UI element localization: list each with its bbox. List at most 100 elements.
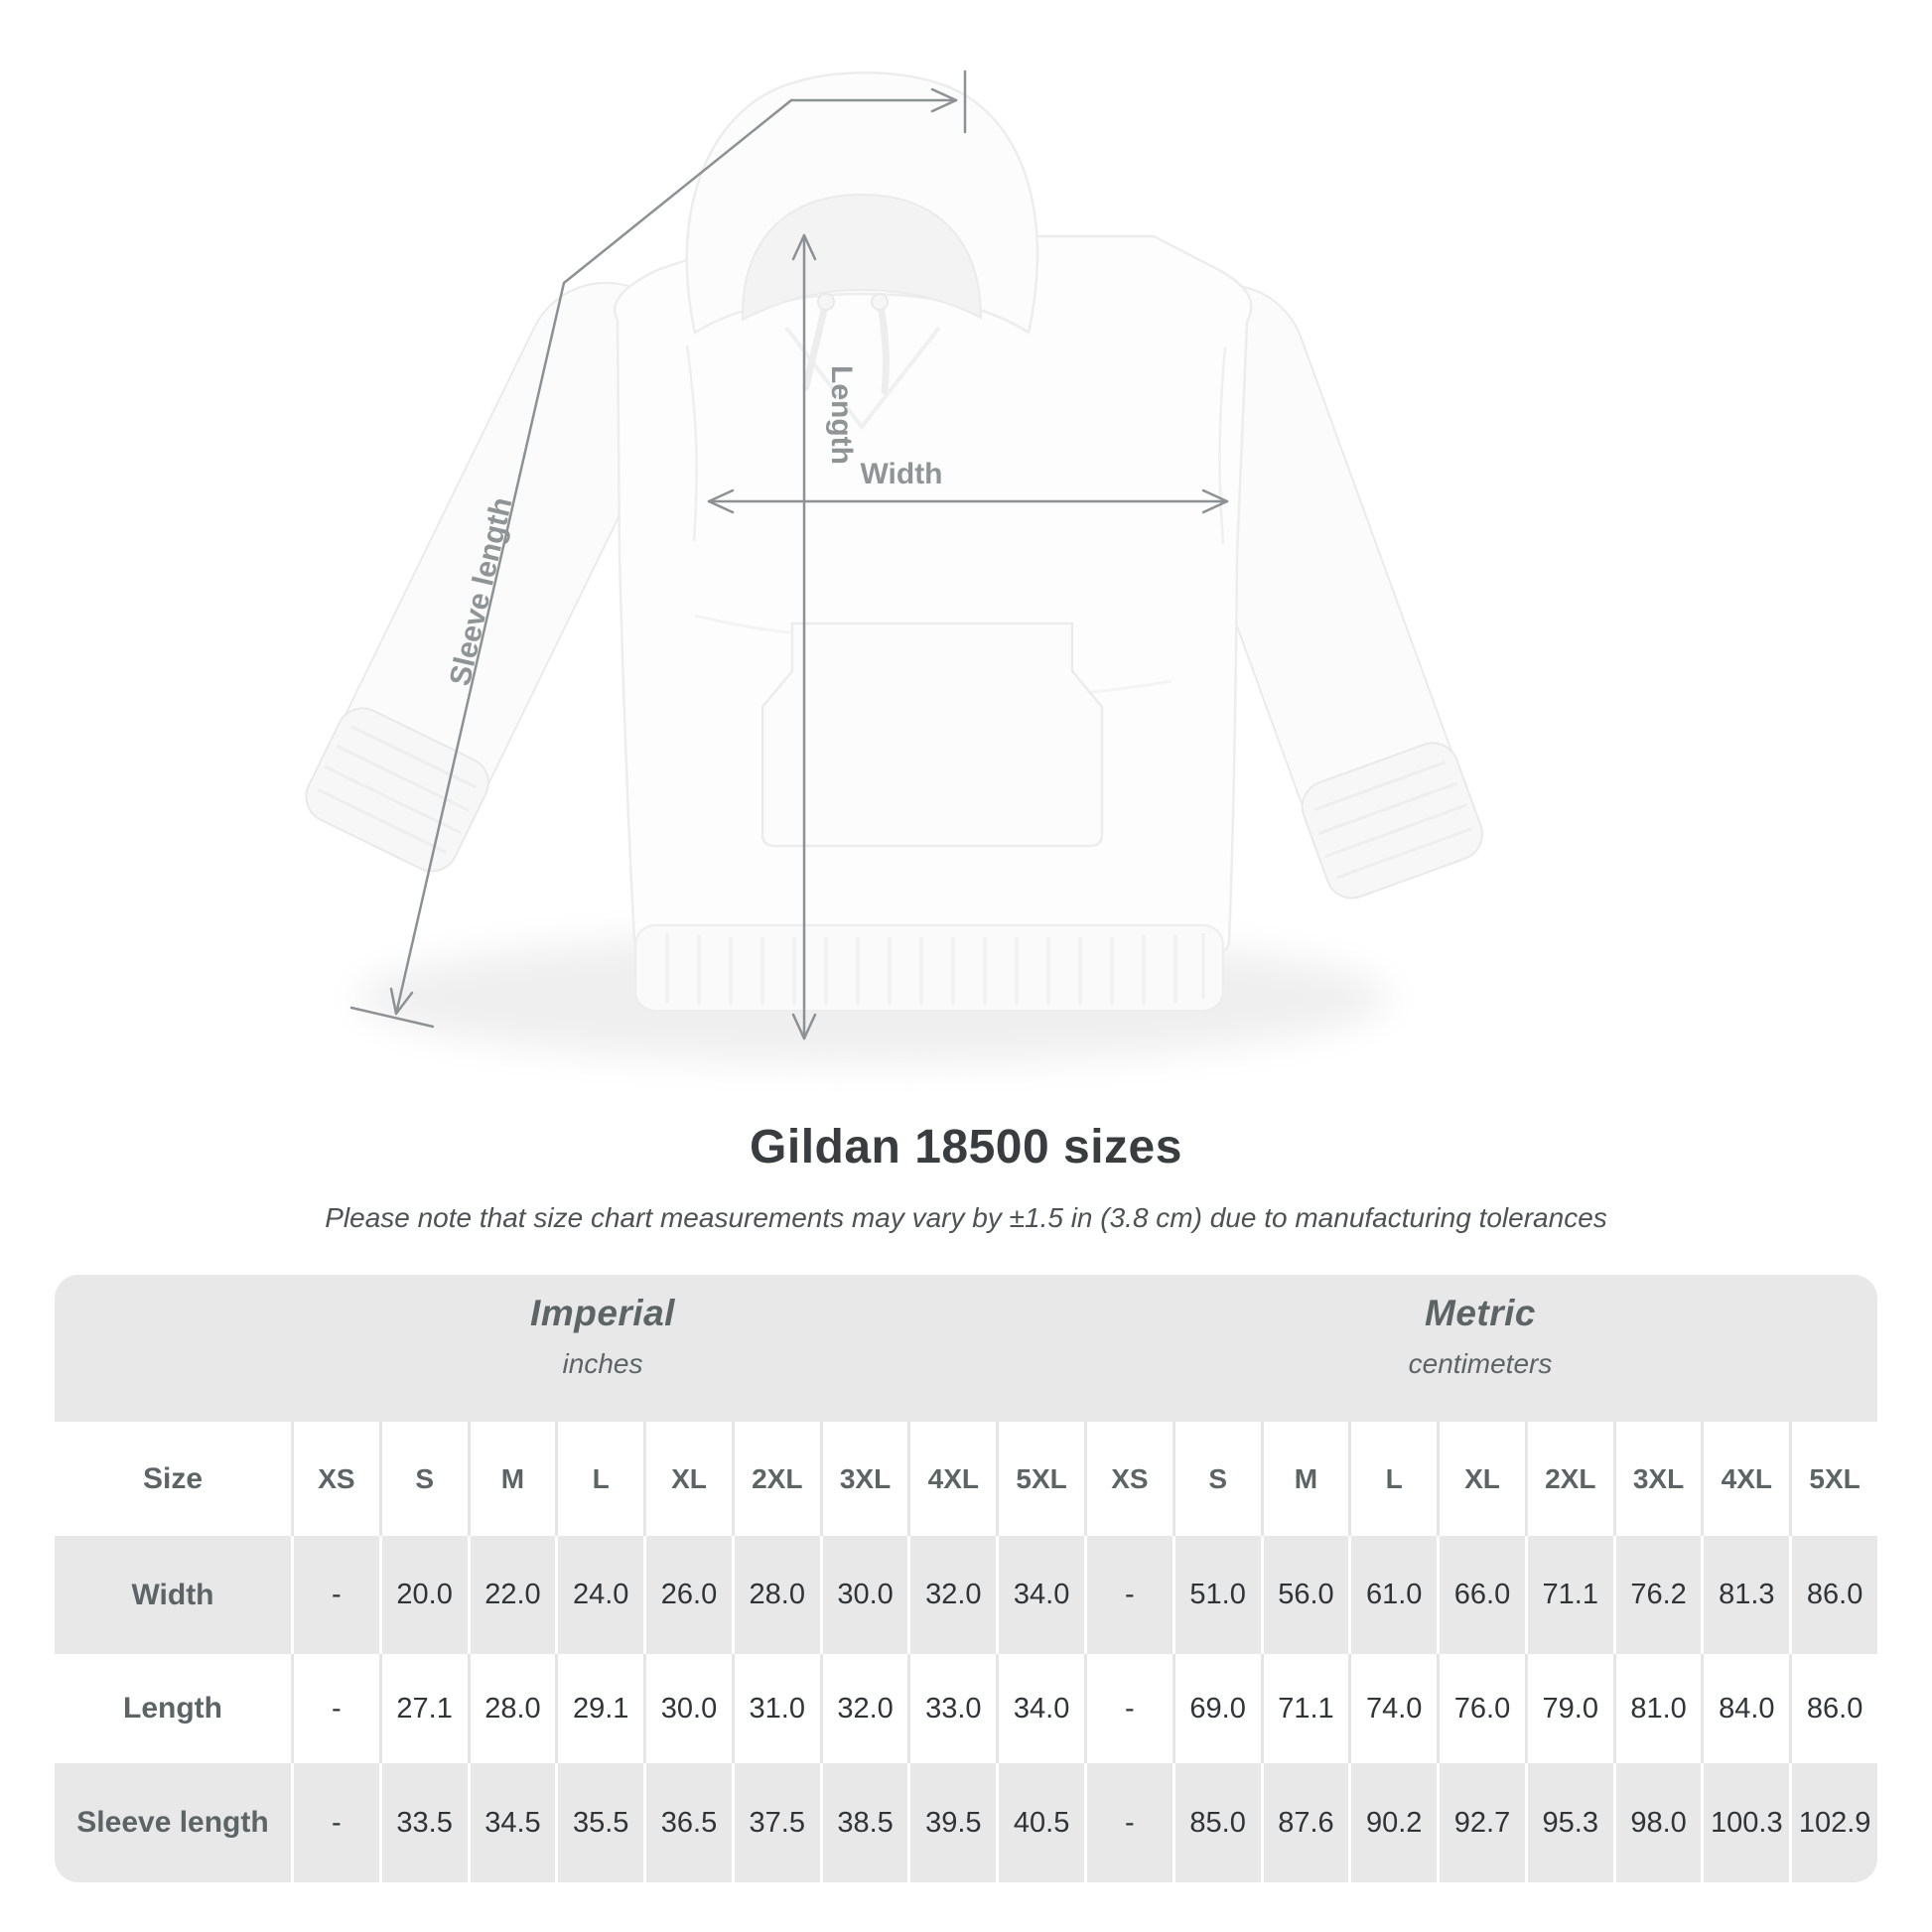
value-cell: 40.5 [996, 1763, 1084, 1882]
value-cell: 22.0 [467, 1536, 556, 1654]
size-col-header: 5XL [996, 1422, 1084, 1536]
value-cell: 37.5 [731, 1763, 820, 1882]
value-cell: - [1084, 1654, 1173, 1763]
size-header-cell: Size [142, 1461, 204, 1495]
page-title: Gildan 18500 sizes [750, 1121, 1182, 1173]
value-cell: 69.0 [1172, 1654, 1261, 1763]
imperial-unit: inches [562, 1348, 643, 1379]
value-cell: - [1084, 1536, 1173, 1654]
value-cell: - [291, 1763, 379, 1882]
length-measure-label: Length [825, 365, 858, 465]
value-cell: 34.5 [467, 1763, 556, 1882]
value-cell: 92.7 [1437, 1763, 1525, 1882]
size-col-header: L [1348, 1422, 1437, 1536]
size-col-header: S [378, 1422, 468, 1536]
hoodie-pocket [760, 621, 1104, 848]
value-cell: 20.0 [378, 1536, 468, 1654]
value-cell: 36.5 [643, 1763, 732, 1882]
size-table: Imperial inches Metric centimeters Size … [55, 1275, 1877, 1882]
value-cell: 39.5 [907, 1763, 996, 1882]
value-cell: - [291, 1654, 379, 1763]
value-cell: 34.0 [996, 1536, 1084, 1654]
table-row-width: Width -20.0 22.0 24.0 26.0 28.0 30.0 32.0 34.0-… [55, 1536, 1877, 1654]
size-col-header: XS [1084, 1422, 1173, 1536]
metric-group-header: Metric centimeters [1409, 1293, 1553, 1380]
row-label-sleeve-length: Sleeve length [76, 1806, 269, 1839]
value-cell: 76.2 [1612, 1536, 1702, 1654]
value-cell: 90.2 [1348, 1763, 1437, 1882]
value-cell: 27.1 [378, 1654, 468, 1763]
table-row-sleeve-length: Sleeve length -33.5 34.5 35.5 36.5 37.5 38.5 3… [55, 1763, 1877, 1882]
value-cell: 28.0 [467, 1654, 556, 1763]
value-cell: 85.0 [1172, 1763, 1261, 1882]
imperial-group-header: Imperial inches [530, 1293, 675, 1380]
hoodie-illustration: Length Width Sleeve length [305, 69, 1483, 1063]
size-col-header: 3XL [1612, 1422, 1702, 1536]
size-col-header: 4XL [907, 1422, 996, 1536]
value-cell: 28.0 [731, 1536, 820, 1654]
value-cell: - [1084, 1763, 1173, 1882]
value-cell: 87.6 [1260, 1763, 1349, 1882]
value-cell: 66.0 [1437, 1536, 1525, 1654]
value-cell: 31.0 [731, 1654, 820, 1763]
value-cell: 26.0 [643, 1536, 732, 1654]
value-cell: 74.0 [1348, 1654, 1437, 1763]
unit-band: Imperial inches Metric centimeters [55, 1275, 1877, 1422]
hoodie-left-sleeve [305, 281, 687, 873]
size-col-header: 2XL [1524, 1422, 1613, 1536]
metric-title: Metric [1425, 1293, 1536, 1333]
value-cell: 33.0 [907, 1654, 996, 1763]
size-col-header: L [555, 1422, 643, 1536]
table-row-length: Length -27.1 28.0 29.1 30.0 31.0 32.0 33.0 34.0… [55, 1654, 1877, 1763]
value-cell: 84.0 [1701, 1654, 1789, 1763]
value-cell: 61.0 [1348, 1536, 1437, 1654]
value-cell: 86.0 [1789, 1654, 1877, 1763]
value-cell: 32.0 [819, 1654, 908, 1763]
size-col-header: 3XL [819, 1422, 908, 1536]
value-cell: 30.0 [819, 1536, 908, 1654]
value-cell: 81.0 [1612, 1654, 1702, 1763]
size-col-header: 4XL [1701, 1422, 1789, 1536]
metric-unit: centimeters [1408, 1348, 1553, 1379]
size-col-header: 5XL [1789, 1422, 1877, 1536]
value-cell: 38.5 [819, 1763, 908, 1882]
value-cell: 35.5 [555, 1763, 643, 1882]
title-block: Gildan 18500 sizes Please note that size… [0, 1120, 1932, 1234]
value-cell: 32.0 [907, 1536, 996, 1654]
value-cell: 51.0 [1172, 1536, 1261, 1654]
size-col-header: M [1260, 1422, 1349, 1536]
hoodie-hood [685, 71, 1039, 431]
armhole-seams [685, 345, 1227, 545]
row-label-length: Length [123, 1692, 222, 1725]
value-cell: 30.0 [643, 1654, 732, 1763]
value-cell: 81.3 [1701, 1536, 1789, 1654]
value-cell: 29.1 [555, 1654, 643, 1763]
measurement-lines [349, 69, 1229, 1040]
width-measure-label: Width [860, 458, 942, 490]
value-cell: 102.9 [1789, 1763, 1877, 1882]
row-label-width: Width [131, 1578, 214, 1611]
size-col-header: XL [643, 1422, 732, 1536]
value-cell: 56.0 [1260, 1536, 1349, 1654]
hoodie-hem [634, 924, 1224, 1012]
value-cell: 86.0 [1789, 1536, 1877, 1654]
value-cell: 24.0 [555, 1536, 643, 1654]
size-col-header: S [1172, 1422, 1261, 1536]
size-header-row: Size XS S M L XL 2XL 3XL 4XL 5XL XS S M L XL 2XL 3XL 4XL… [55, 1422, 1877, 1536]
value-cell: 33.5 [378, 1763, 468, 1882]
size-col-header: M [467, 1422, 556, 1536]
size-col-header: 2XL [731, 1422, 820, 1536]
size-col-header: XL [1437, 1422, 1525, 1536]
imperial-title: Imperial [530, 1293, 675, 1333]
value-cell: 71.1 [1524, 1536, 1613, 1654]
value-cell: 100.3 [1701, 1763, 1789, 1882]
value-cell: 79.0 [1524, 1654, 1613, 1763]
value-cell: 95.3 [1524, 1763, 1613, 1882]
size-col-header: XS [291, 1422, 379, 1536]
value-cell: 76.0 [1437, 1654, 1525, 1763]
page-subtitle: Please note that size chart measurements… [325, 1202, 1607, 1233]
value-cell: - [291, 1536, 379, 1654]
value-cell: 34.0 [996, 1654, 1084, 1763]
value-cell: 98.0 [1612, 1763, 1702, 1882]
